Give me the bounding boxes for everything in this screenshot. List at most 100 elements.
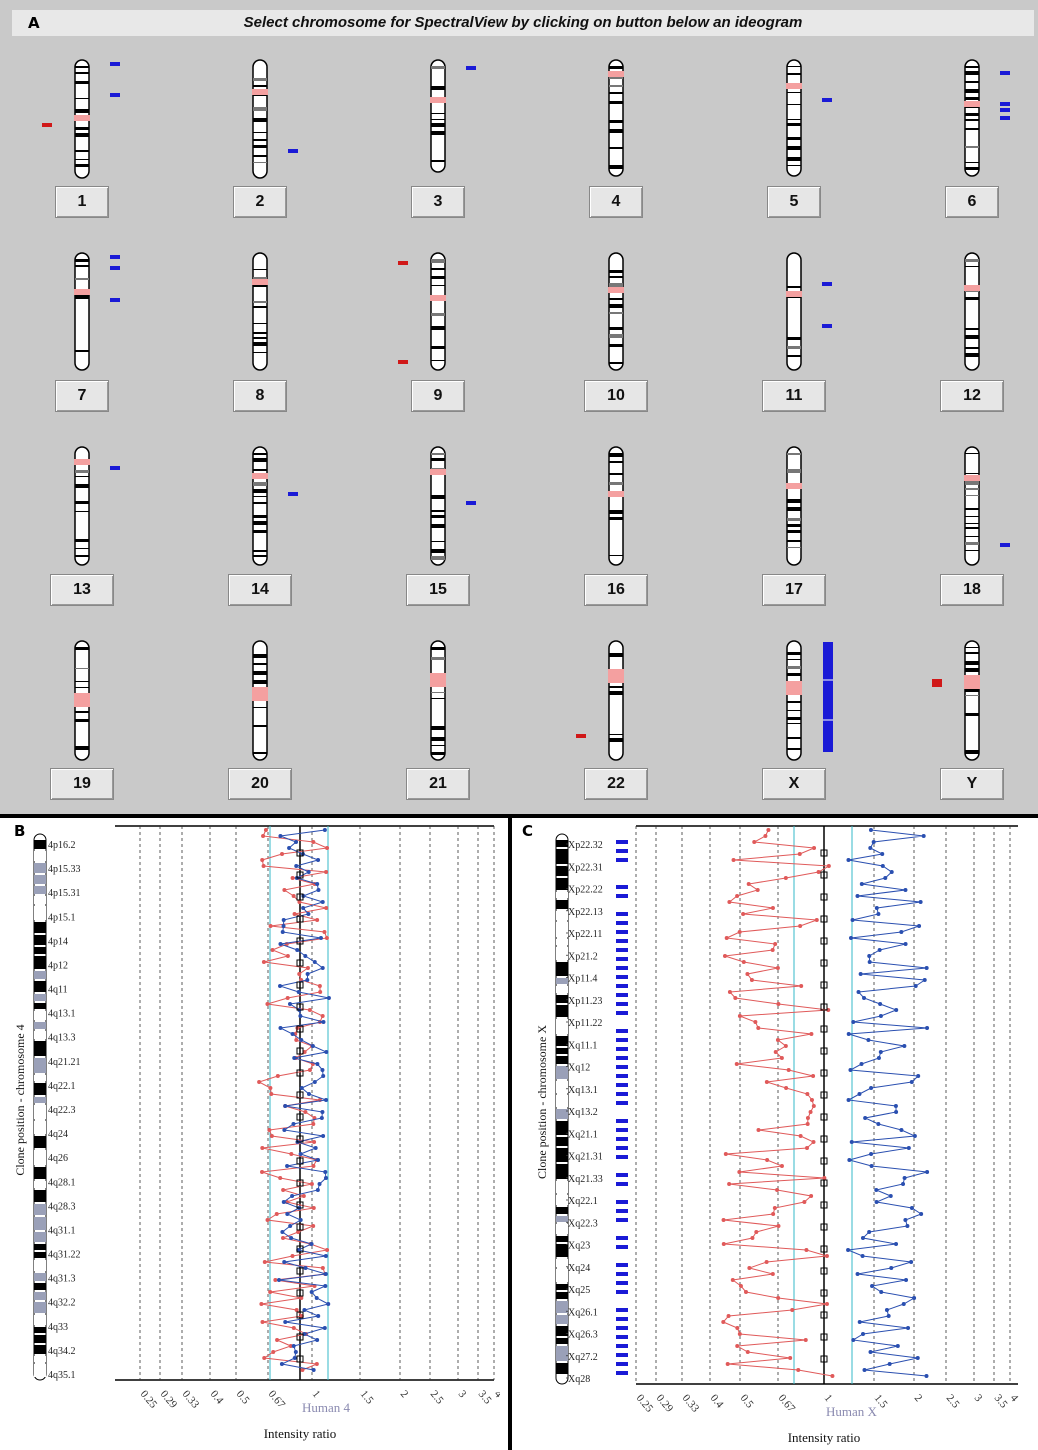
blue-point bbox=[878, 1050, 883, 1054]
x-tick-label: 0.33 bbox=[680, 1392, 702, 1415]
chromosome-button-18[interactable]: 18 bbox=[940, 574, 1004, 606]
chromosome-button-13[interactable]: 13 bbox=[50, 574, 114, 606]
band bbox=[253, 162, 267, 163]
band bbox=[965, 162, 979, 163]
centromere bbox=[74, 115, 90, 121]
red-point bbox=[805, 1122, 810, 1126]
chromosome-button-Y[interactable]: Y bbox=[940, 768, 1004, 800]
blue-point bbox=[925, 1170, 930, 1174]
band bbox=[609, 510, 623, 514]
blue-point bbox=[289, 1236, 294, 1240]
ideogram-body bbox=[964, 252, 980, 371]
chromosome-button-8[interactable]: 8 bbox=[233, 380, 287, 412]
chromosome-button-X[interactable]: X bbox=[762, 768, 826, 800]
chromosome-button-4[interactable]: 4 bbox=[589, 186, 643, 218]
gain-tick bbox=[616, 1128, 628, 1132]
blue-point bbox=[874, 1188, 879, 1192]
blue-point bbox=[879, 1290, 884, 1294]
red-point bbox=[302, 1050, 307, 1054]
band bbox=[609, 482, 623, 485]
ideogram-band bbox=[34, 922, 46, 933]
x-tick-label: 0.5 bbox=[234, 1388, 252, 1407]
red-point bbox=[311, 1206, 316, 1210]
blue-point bbox=[316, 1158, 321, 1162]
chromosome-button-17[interactable]: 17 bbox=[762, 574, 826, 606]
band bbox=[609, 473, 623, 475]
band bbox=[609, 327, 623, 330]
blue-point bbox=[315, 1338, 320, 1342]
red-point bbox=[291, 894, 296, 898]
red-point bbox=[260, 858, 265, 862]
ideogram-band bbox=[556, 1095, 568, 1107]
gain-marker bbox=[466, 66, 476, 70]
ideogram-band bbox=[34, 1011, 46, 1020]
chromosome-button-5[interactable]: 5 bbox=[767, 186, 821, 218]
chromosome-button-21[interactable]: 21 bbox=[406, 768, 470, 800]
red-point bbox=[315, 918, 320, 922]
red-point bbox=[322, 930, 327, 934]
clone-marker bbox=[820, 1289, 828, 1297]
ideogram-body bbox=[964, 640, 980, 761]
centromere bbox=[74, 289, 90, 295]
x-tick-label: 2 bbox=[398, 1388, 411, 1400]
ideogram-band bbox=[556, 849, 568, 864]
gain-tick bbox=[616, 1317, 628, 1321]
chromosome-button-12[interactable]: 12 bbox=[940, 380, 1004, 412]
panel-a-letter: A bbox=[28, 14, 40, 32]
blue-point bbox=[846, 1032, 851, 1036]
band-label: 4q31.22 bbox=[48, 1250, 81, 1261]
gain-marker bbox=[822, 324, 832, 328]
red-point bbox=[294, 1308, 299, 1312]
ideogram-chr-19 bbox=[74, 640, 90, 761]
gain-marker bbox=[110, 266, 120, 270]
chromosome-button-1[interactable]: 1 bbox=[55, 186, 109, 218]
ideogram-chr-7 bbox=[74, 252, 90, 371]
gain-tick bbox=[616, 1002, 628, 1006]
band-label: Xq11.1 bbox=[568, 1040, 597, 1051]
band bbox=[253, 306, 267, 308]
band bbox=[253, 269, 267, 270]
chromosome-button-14[interactable]: 14 bbox=[228, 574, 292, 606]
red-point bbox=[804, 1248, 809, 1252]
red-point bbox=[257, 1080, 262, 1084]
ideogram-body bbox=[430, 59, 446, 173]
chromosome-button-9[interactable]: 9 bbox=[411, 380, 465, 412]
red-point bbox=[796, 1368, 801, 1372]
red-point bbox=[735, 1344, 740, 1348]
gain-tick bbox=[616, 1236, 628, 1240]
chromosome-button-11[interactable]: 11 bbox=[762, 380, 826, 412]
chromosome-button-20[interactable]: 20 bbox=[228, 768, 292, 800]
chromosome-button-6[interactable]: 6 bbox=[945, 186, 999, 218]
chromosome-button-10[interactable]: 10 bbox=[584, 380, 648, 412]
band bbox=[431, 745, 445, 746]
ideogram-chr-14 bbox=[252, 446, 268, 566]
ideogram-band bbox=[556, 1236, 568, 1242]
blue-point bbox=[282, 1260, 287, 1264]
blue-point bbox=[296, 990, 301, 994]
chromosome-button-2[interactable]: 2 bbox=[233, 186, 287, 218]
band bbox=[253, 139, 267, 141]
ideogram-band bbox=[34, 1335, 46, 1343]
chromosome-button-15[interactable]: 15 bbox=[406, 574, 470, 606]
blue-point bbox=[298, 1152, 303, 1156]
band bbox=[75, 687, 89, 688]
band bbox=[431, 66, 445, 69]
red-point bbox=[727, 900, 732, 904]
red-point bbox=[725, 1362, 730, 1366]
chromosome-button-7[interactable]: 7 bbox=[55, 380, 109, 412]
chromosome-button-22[interactable]: 22 bbox=[584, 768, 648, 800]
red-point bbox=[750, 1236, 755, 1240]
chromosome-button-16[interactable]: 16 bbox=[584, 574, 648, 606]
gain-marker bbox=[110, 255, 120, 259]
blue-point bbox=[906, 1146, 911, 1150]
band bbox=[75, 265, 89, 267]
red-point bbox=[301, 1194, 306, 1198]
blue-point bbox=[887, 1362, 892, 1366]
chromosome-button-19[interactable]: 19 bbox=[50, 768, 114, 800]
red-point bbox=[260, 1170, 265, 1174]
red-point bbox=[307, 1068, 312, 1072]
ideogram-band bbox=[34, 981, 46, 992]
blue-point bbox=[281, 918, 286, 922]
red-point bbox=[311, 1164, 316, 1168]
chromosome-button-3[interactable]: 3 bbox=[411, 186, 465, 218]
